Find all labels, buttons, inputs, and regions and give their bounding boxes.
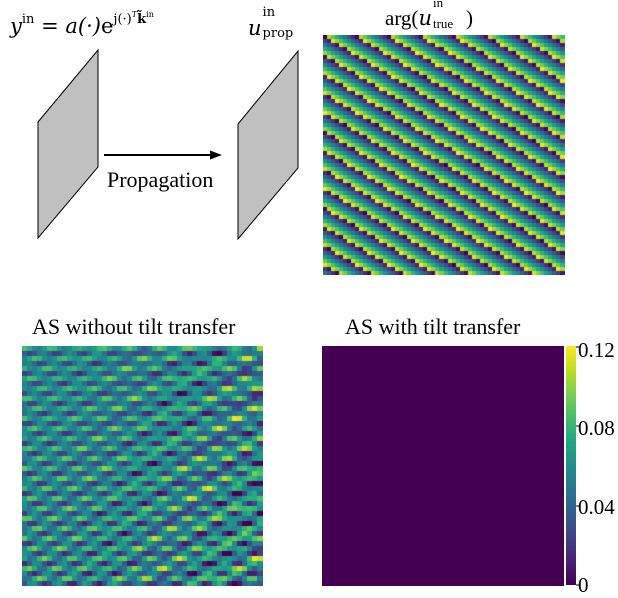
exp-power-main: j(·) (113, 12, 132, 28)
amplitude-term: a(·) (65, 14, 101, 38)
phase-field-symbol: u (418, 6, 432, 30)
left-panel-title: AS without tilt transfer (32, 314, 236, 339)
output-plane (237, 49, 299, 241)
propagated-field-sub: prop (262, 26, 294, 41)
input-field-lhs: y (10, 14, 22, 38)
colorbar-tick-0: 0.12 (578, 338, 615, 362)
propagation-label: Propagation (107, 167, 214, 192)
exp-base: e (100, 14, 114, 38)
propagated-field-sup: in (262, 5, 276, 20)
phase-func-close: ) (465, 6, 473, 30)
input-field-equation: yin = a(·)ej(·)Tk̃in (10, 11, 154, 38)
exp-power-wavevector-sup: in (146, 10, 154, 20)
exp-power-transpose: T (131, 10, 138, 20)
colorbar-tick-3: 0 (578, 573, 589, 597)
equals-sign: = (34, 14, 66, 38)
input-field-lhs-sup: in (21, 12, 35, 28)
input-plane (37, 48, 99, 240)
propagation-diagram (37, 48, 299, 241)
phase-field-sub: true (432, 16, 454, 31)
colorbar-tick-1: 0.08 (578, 416, 615, 440)
propagated-field-label: u in prop (248, 5, 306, 41)
right-panel-title: AS with tilt transfer (345, 314, 521, 339)
phase-func-open: arg( (385, 6, 419, 30)
phase-plot-title: arg(u in true) (385, 0, 473, 31)
propagated-field-symbol: u (248, 16, 262, 40)
phase-field-sup: in (432, 0, 444, 10)
colorbar-tick-2: 0.04 (578, 495, 615, 519)
propagation-arrow-head (210, 150, 222, 160)
colorbar-ticks (576, 346, 580, 586)
exp-power-wavevector: k̃ (137, 12, 147, 28)
phase-plot (323, 35, 565, 275)
as-with-tilt-plot (322, 346, 564, 586)
as-without-tilt-plot (22, 346, 263, 586)
colorbar (566, 346, 576, 585)
